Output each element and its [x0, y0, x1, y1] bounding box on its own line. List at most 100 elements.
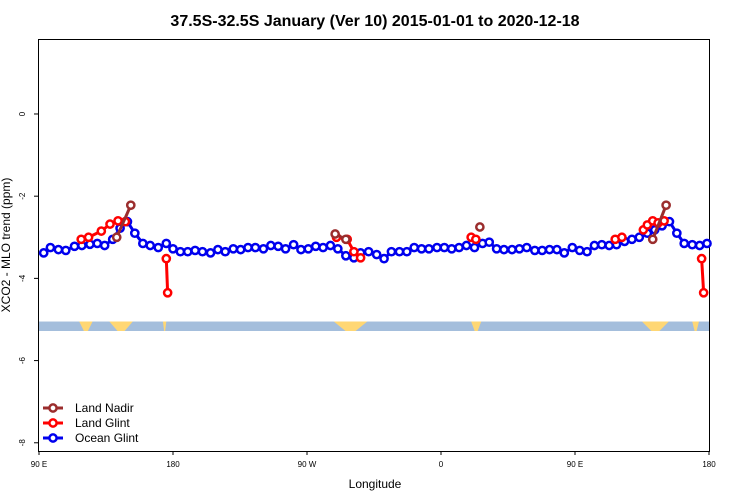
data-point [190, 245, 200, 256]
x-tick-label: 90 W [298, 460, 317, 469]
legend-marker [48, 418, 58, 428]
data-point [332, 243, 343, 254]
data-point [627, 234, 637, 245]
data-point [325, 240, 336, 251]
data-point [60, 245, 71, 256]
data-point [250, 242, 261, 253]
data-point [432, 242, 442, 253]
data-point [53, 244, 64, 255]
land-ocean-strip [39, 321, 709, 331]
data-point [310, 241, 321, 252]
y-axis: 0 -2 -4 -6 -8 [18, 111, 39, 446]
data-point [484, 237, 495, 248]
data-point [634, 232, 645, 243]
data-point [280, 243, 291, 254]
data-point [671, 228, 682, 239]
data-point [341, 234, 351, 245]
data-point [470, 234, 481, 245]
data-point [265, 240, 276, 251]
x-axis: 90 E 180 90 W 0 90 E 180 [31, 451, 716, 469]
y-tick-label: -2 [18, 192, 27, 200]
data-point [113, 215, 123, 226]
land-shape [471, 321, 482, 331]
data-point [696, 253, 707, 264]
data-point [617, 232, 627, 243]
legend-marker [48, 433, 58, 443]
data-point [213, 244, 223, 255]
legend-entry: Land Glint [43, 416, 130, 430]
data-point [559, 248, 570, 258]
data-point [461, 240, 472, 251]
data-point [694, 240, 705, 251]
series-line [115, 204, 133, 238]
data-point [273, 241, 284, 252]
legend-label: Ocean Glint [75, 431, 139, 445]
series-land-glint [76, 215, 709, 298]
data-point [220, 246, 231, 257]
data-point [341, 250, 351, 261]
data-point [439, 242, 450, 253]
y-tick-label: -8 [18, 439, 27, 447]
data-point [491, 243, 502, 254]
data-point [296, 244, 306, 255]
data-point [182, 246, 193, 257]
series-land-nadir [111, 200, 671, 245]
data-point [363, 246, 374, 257]
data-point [175, 246, 186, 257]
data-point [475, 222, 485, 232]
data-point [83, 232, 94, 243]
data-point [687, 239, 698, 250]
series-layer [38, 200, 712, 298]
data-point [596, 239, 607, 250]
series-ocean-glint [38, 216, 712, 264]
data-point [92, 238, 103, 249]
legend-label: Land Nadir [75, 401, 134, 415]
legend-entry: Ocean Glint [43, 431, 139, 445]
data-point [205, 248, 216, 258]
x-tick-label: 0 [439, 460, 444, 469]
x-tick-label: 180 [166, 460, 180, 469]
series-line [651, 204, 668, 240]
data-point [514, 243, 525, 254]
data-point [162, 287, 173, 298]
data-point [161, 253, 172, 264]
data-point [76, 234, 87, 245]
data-point [228, 243, 239, 254]
x-tick-label: 180 [702, 460, 716, 469]
data-point [355, 252, 366, 263]
data-point [99, 240, 110, 251]
data-point [318, 242, 328, 253]
data-point [161, 238, 172, 249]
data-point [349, 246, 359, 257]
y-axis-label: XCO2 - MLO trend (ppm) [0, 178, 13, 313]
series-line [164, 258, 170, 293]
y-tick-label: 0 [18, 111, 27, 116]
data-point [288, 239, 299, 250]
data-point [574, 245, 585, 256]
data-point [507, 244, 517, 255]
data-point [679, 238, 690, 249]
data-point [243, 242, 253, 253]
data-point [379, 253, 389, 264]
data-point [38, 248, 49, 258]
data-point [303, 243, 314, 254]
legend-entry: Land Nadir [43, 401, 134, 415]
data-point [138, 238, 148, 249]
data-point [69, 241, 80, 252]
data-point [258, 243, 269, 254]
data-point [698, 287, 709, 298]
data-point [424, 243, 434, 254]
x-tick-label: 90 E [567, 460, 583, 469]
data-point [96, 226, 107, 236]
data-point [129, 228, 140, 239]
y-tick-label: -4 [18, 274, 27, 282]
data-point [661, 200, 671, 211]
chart-title: 37.5S-32.5S January (Ver 10) 2015-01-01 … [170, 13, 579, 30]
data-point [371, 249, 382, 260]
data-point [454, 242, 464, 253]
data-point [197, 246, 208, 257]
series-line [700, 258, 706, 293]
data-point [604, 240, 615, 251]
land-shape [162, 321, 167, 331]
data-point [386, 246, 397, 257]
